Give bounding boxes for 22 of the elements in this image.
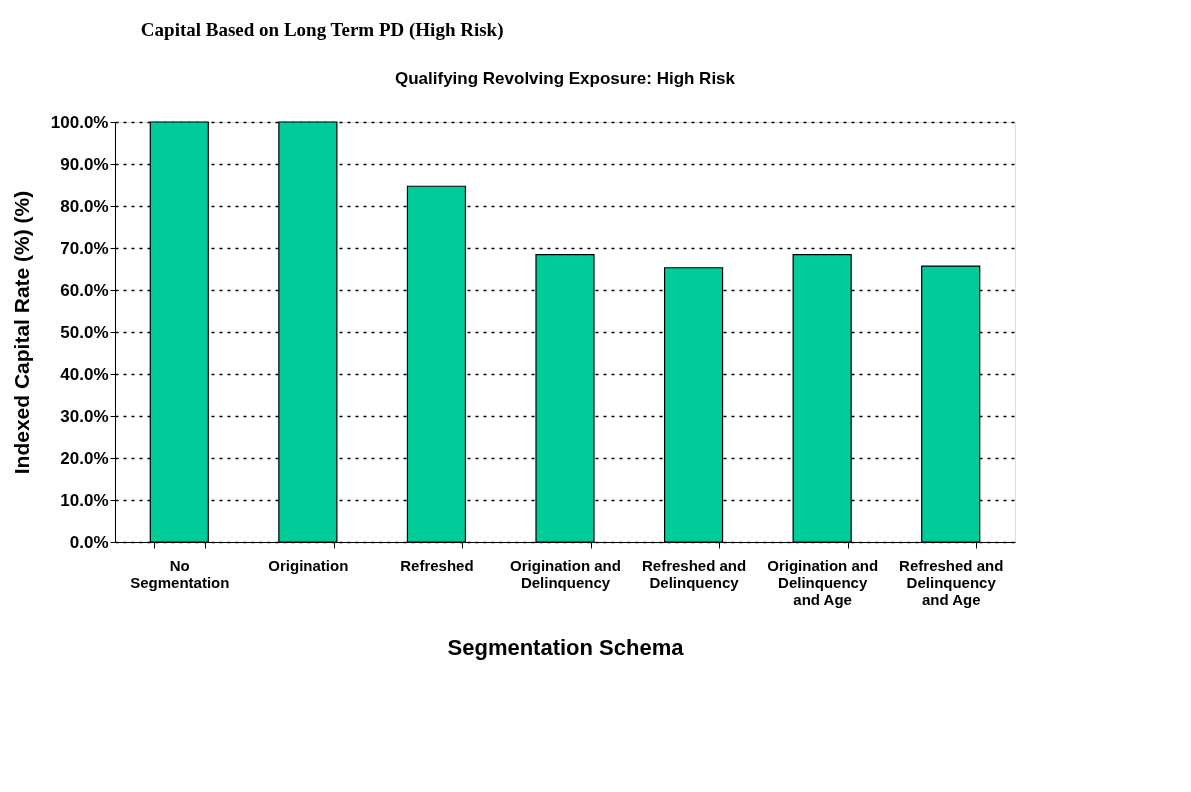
- x-tick-label: Origination and Delinquency: [510, 556, 621, 591]
- x-tick-label: Refreshed and Delinquency and Age: [899, 556, 1004, 608]
- y-tick-label: 40.0%: [60, 364, 109, 384]
- x-tick-label: Refreshed and Delinquency: [641, 556, 747, 591]
- x-tick-label: Refreshed: [400, 556, 474, 574]
- chart-subtitle: Qualifying Revolving Exposure: High Risk: [394, 69, 736, 88]
- y-tick-label: 90.0%: [60, 154, 109, 174]
- y-tick-label: 70.0%: [60, 238, 109, 258]
- y-tick-label: 20.0%: [60, 448, 109, 468]
- y-tick-label: 0.0%: [69, 532, 109, 552]
- chart-title: Capital Based on Long Term PD (High Risk): [140, 18, 504, 41]
- y-axis-title: Indexed Capital Rate (%) (%): [9, 190, 33, 475]
- y-tick-label: 50.0%: [60, 322, 109, 342]
- x-tick-label: No Segmentation: [130, 556, 230, 591]
- x-axis-title: Segmentation Schema: [447, 634, 685, 660]
- y-tick-label: 100.0%: [50, 112, 109, 132]
- y-tick-label: 80.0%: [60, 196, 109, 216]
- y-tick-label: 10.0%: [60, 490, 109, 510]
- y-tick-label: 30.0%: [60, 406, 109, 426]
- x-tick-label: Origination and Delinquency and Age: [767, 556, 879, 608]
- y-tick-label: 60.0%: [60, 280, 109, 300]
- x-tick-label: Origination: [268, 556, 349, 574]
